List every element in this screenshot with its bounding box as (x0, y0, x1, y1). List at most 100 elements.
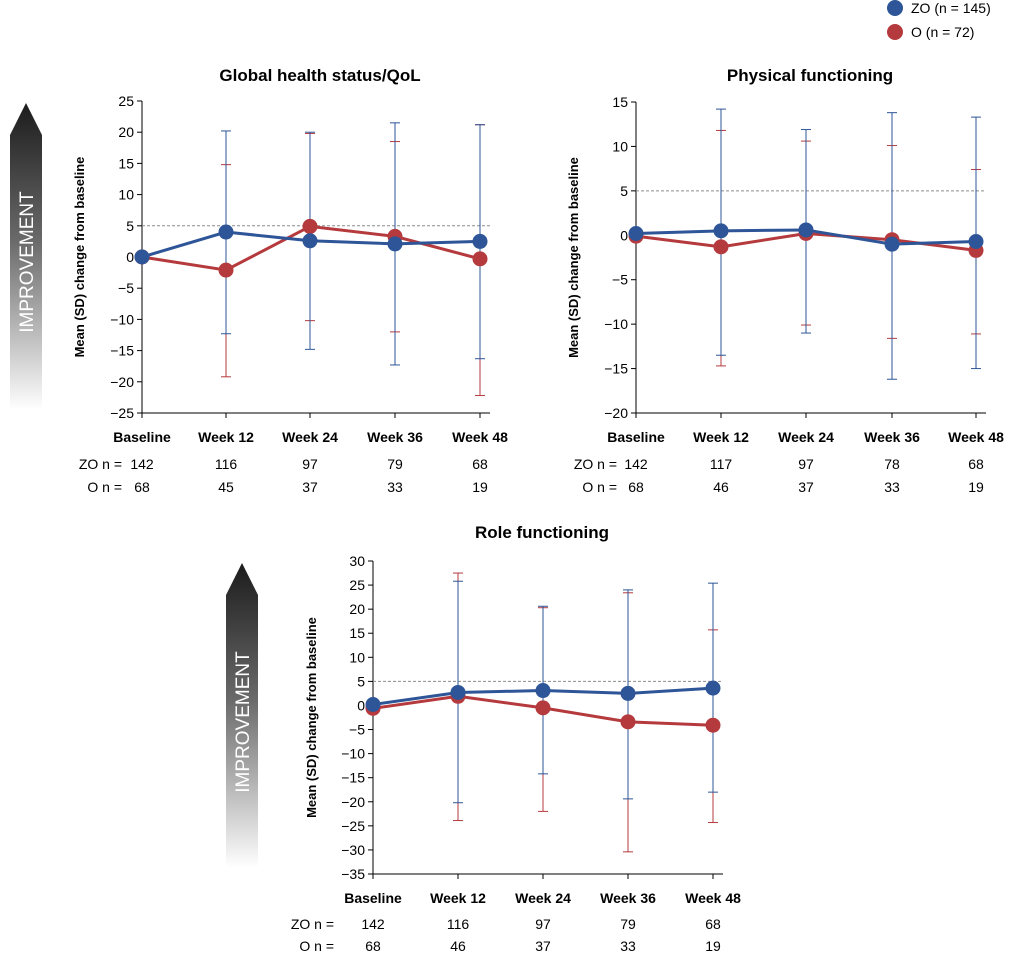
n-value-zo: 97 (798, 456, 814, 472)
n-row-label-o: O n = (87, 479, 122, 495)
data-point-zo (472, 233, 488, 249)
y-tick-label: 25 (349, 577, 365, 593)
improvement-arrow-shape (10, 103, 42, 410)
y-tick-label: 0 (620, 227, 628, 243)
y-tick-label: −15 (110, 343, 134, 359)
data-point-zo (628, 226, 644, 242)
chart-title: Role functioning (475, 523, 609, 542)
y-tick-label: 25 (118, 93, 134, 109)
n-value-zo: 79 (620, 916, 636, 932)
n-row-label-o: O n = (582, 479, 617, 495)
n-value-o: 37 (535, 938, 551, 954)
n-value-zo: 117 (710, 456, 733, 472)
n-value-o: 37 (302, 479, 318, 495)
y-tick-label: −10 (341, 746, 365, 762)
y-tick-label: −30 (341, 842, 365, 858)
y-tick-label: −5 (612, 272, 628, 288)
y-tick-label: 5 (620, 183, 628, 199)
data-point-o (713, 239, 729, 255)
x-tick-label: Week 48 (948, 429, 1004, 445)
n-value-zo: 79 (387, 456, 403, 472)
n-value-o: 33 (620, 938, 636, 954)
chart-panel-role-functioning: Role functioning Mean (SD) change from ba… (291, 523, 741, 954)
y-axis-label: Mean (SD) change from baseline (566, 157, 581, 358)
data-point-zo (968, 234, 984, 250)
y-tick-label: 30 (349, 553, 365, 569)
y-tick-label: 20 (118, 124, 134, 140)
y-tick-label: 5 (126, 218, 134, 234)
y-tick-label: 15 (118, 155, 134, 171)
improvement-label: IMPROVEMENT (17, 191, 38, 333)
y-tick-label: 20 (349, 601, 365, 617)
data-point-o (620, 714, 636, 730)
data-point-zo (365, 696, 381, 712)
y-tick-label: −35 (341, 866, 365, 882)
data-point-zo (134, 249, 150, 265)
data-point-o (472, 251, 488, 267)
y-tick-label: 10 (118, 187, 134, 203)
y-tick-label: −20 (341, 794, 365, 810)
data-point-o (218, 262, 234, 278)
chart-panel-global-health: Global health status/QoL Mean (SD) change… (72, 66, 508, 495)
n-value-zo: 116 (215, 456, 238, 472)
n-row-label-zo: ZO n = (291, 916, 334, 932)
x-tick-label: Week 48 (452, 429, 508, 445)
data-point-zo (450, 684, 466, 700)
improvement-arrow-shape (226, 563, 258, 868)
data-point-zo (302, 233, 318, 249)
y-tick-label: 10 (349, 649, 365, 665)
n-value-o: 19 (705, 938, 721, 954)
data-point-o (535, 700, 551, 716)
x-tick-label: Week 12 (693, 429, 749, 445)
n-value-o: 46 (713, 479, 729, 495)
y-axis-label: Mean (SD) change from baseline (72, 157, 87, 358)
n-value-o: 33 (387, 479, 403, 495)
y-tick-label: 0 (126, 249, 134, 265)
y-tick-label: −5 (349, 722, 365, 738)
n-value-zo: 142 (624, 456, 648, 472)
n-row-label-o: O n = (299, 938, 334, 954)
n-value-zo: 97 (302, 456, 318, 472)
legend-marker-zo (887, 0, 903, 16)
x-tick-label: Baseline (113, 429, 171, 445)
x-tick-label: Week 24 (282, 429, 338, 445)
x-tick-label: Baseline (607, 429, 665, 445)
y-tick-label: 15 (349, 625, 365, 641)
n-value-o: 46 (450, 938, 466, 954)
improvement-label: IMPROVEMENT (233, 651, 254, 793)
n-value-o: 37 (798, 479, 814, 495)
legend-marker-o (887, 24, 903, 40)
y-tick-label: −5 (118, 280, 134, 296)
n-value-zo: 68 (968, 456, 984, 472)
n-value-zo: 68 (472, 456, 488, 472)
data-point-zo (884, 236, 900, 252)
n-value-o: 19 (968, 479, 984, 495)
x-tick-label: Week 36 (600, 890, 656, 906)
y-tick-label: 15 (612, 94, 628, 110)
n-value-zo: 142 (361, 916, 385, 932)
x-tick-label: Week 36 (864, 429, 920, 445)
y-tick-label: −10 (604, 316, 628, 332)
y-tick-label: −20 (604, 405, 628, 421)
n-value-o: 19 (472, 479, 488, 495)
chart-title: Physical functioning (727, 66, 893, 85)
legend-label-zo: ZO (n = 145) (911, 0, 991, 16)
data-point-zo (387, 236, 403, 252)
data-point-zo (535, 683, 551, 699)
x-tick-label: Week 12 (198, 429, 254, 445)
y-tick-label: −15 (341, 770, 365, 786)
x-tick-label: Week 36 (367, 429, 423, 445)
n-value-o: 45 (218, 479, 234, 495)
n-value-o: 68 (628, 479, 644, 495)
data-point-zo (798, 222, 814, 238)
legend-label-o: O (n = 72) (911, 24, 974, 40)
legend: ZO (n = 145) O (n = 72) (887, 0, 991, 40)
x-tick-label: Week 24 (778, 429, 834, 445)
chart-title: Global health status/QoL (219, 66, 420, 85)
x-tick-label: Week 12 (430, 890, 486, 906)
x-tick-label: Week 24 (515, 890, 571, 906)
y-tick-label: 10 (612, 138, 628, 154)
n-value-o: 68 (134, 479, 150, 495)
n-row-label-zo: ZO n = (79, 456, 122, 472)
